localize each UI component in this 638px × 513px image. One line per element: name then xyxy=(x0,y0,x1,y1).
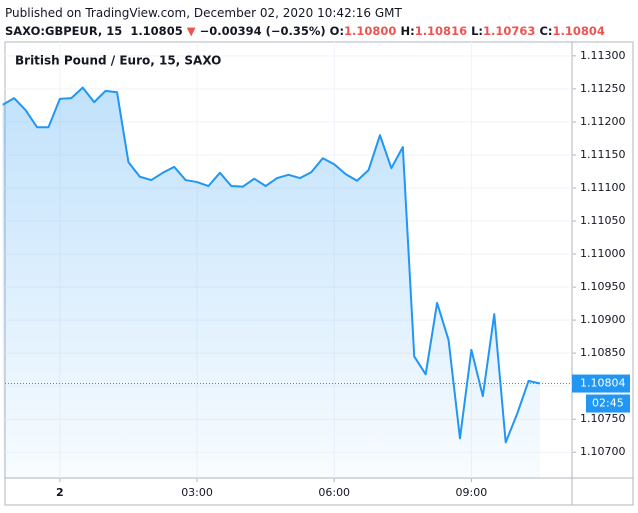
last-price-label: 1.10804 xyxy=(580,377,626,390)
x-tick-label: 06:00 xyxy=(318,486,350,499)
y-tick-label: 1.10750 xyxy=(580,412,626,425)
low: 1.10763 xyxy=(483,24,536,38)
area-fill xyxy=(2,87,540,478)
x-tick-label: 09:00 xyxy=(456,486,488,499)
quote-line: SAXO:GBPEUR, 15 1.10805 ▼ −0.00394 (−0.3… xyxy=(5,22,605,40)
y-tick-label: 1.11000 xyxy=(580,247,626,260)
close: 1.10804 xyxy=(552,24,605,38)
y-tick-label: 1.11300 xyxy=(580,49,626,62)
high: 1.10816 xyxy=(414,24,468,38)
y-tick-label: 1.11200 xyxy=(580,115,626,128)
y-tick-label: 1.10700 xyxy=(580,445,626,458)
y-tick-label: 1.11100 xyxy=(580,181,626,194)
l-label: L: xyxy=(471,24,484,38)
y-tick-label: 1.11150 xyxy=(580,148,626,161)
open: 1.10800 xyxy=(344,24,397,38)
symbol: SAXO:GBPEUR, 15 xyxy=(5,24,123,38)
last-price-badge xyxy=(572,374,630,393)
c-label: C: xyxy=(539,24,553,38)
countdown-badge xyxy=(586,394,630,413)
o-label: O: xyxy=(329,24,345,38)
x-tick-label: 03:00 xyxy=(181,486,213,499)
y-tick-label: 1.10900 xyxy=(580,313,626,326)
y-tick-label: 1.10950 xyxy=(580,280,626,293)
header: Published on TradingView.com, December 0… xyxy=(5,4,605,40)
price-line xyxy=(2,86,541,444)
chart-title: British Pound / Euro, 15, SAXO xyxy=(15,54,221,68)
last: 1.10805 xyxy=(130,24,183,38)
x-tick-label: 2 xyxy=(56,486,64,499)
countdown-label: 02:45 xyxy=(592,397,624,410)
arrow: ▼ xyxy=(186,24,196,38)
published: Published on TradingView.com, December 0… xyxy=(5,6,402,20)
change: −0.00394 (−0.35%) xyxy=(199,24,326,38)
y-tick-label: 1.10850 xyxy=(580,346,626,359)
y-tick-label: 1.11250 xyxy=(580,82,626,95)
h-label: H: xyxy=(400,24,415,38)
y-tick-label: 1.11050 xyxy=(580,214,626,227)
